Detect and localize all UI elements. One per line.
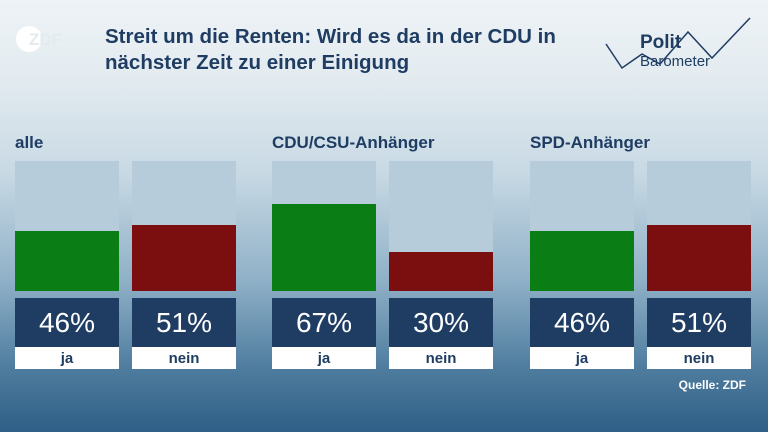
- source-label: Quelle: ZDF: [678, 378, 746, 392]
- bar-nein: [389, 252, 493, 291]
- bar-ja: [272, 204, 376, 291]
- chart-title: Streit um die Renten: Wird es da in der …: [105, 25, 556, 74]
- category-label-nein: nein: [132, 347, 236, 369]
- bar-track-ja: [272, 161, 376, 291]
- group-label: SPD-Anhänger: [530, 133, 650, 152]
- category-label-nein: nein: [389, 347, 493, 369]
- value-label: 30%: [389, 298, 493, 347]
- bar-track-ja: [530, 161, 634, 291]
- bar-track-nein: [389, 161, 493, 291]
- bar-nein: [132, 225, 236, 291]
- bar-track-nein: [647, 161, 751, 291]
- category-label-ja: ja: [272, 347, 376, 369]
- politbarometer-logo: Polit Barometer: [605, 17, 751, 70]
- barometer-text: Barometer: [640, 53, 710, 70]
- bar-nein: [647, 225, 751, 291]
- value-label: 51%: [132, 298, 236, 347]
- bar-track-nein: [132, 161, 236, 291]
- category-label-ja: ja: [15, 347, 119, 369]
- bar-ja: [530, 231, 634, 291]
- group-label: CDU/CSU-Anhänger: [272, 133, 435, 152]
- bar-track-ja: [15, 161, 119, 291]
- category-label-nein: nein: [647, 347, 751, 369]
- polit-text: Polit: [640, 32, 682, 53]
- category-label-ja: ja: [530, 347, 634, 369]
- value-label: 46%: [530, 298, 634, 347]
- zdf-logo-text: ZDF: [29, 30, 62, 49]
- bar-ja: [15, 231, 119, 291]
- zdf-logo: ZDF: [16, 26, 62, 52]
- value-label: 67%: [272, 298, 376, 347]
- value-label: 51%: [647, 298, 751, 347]
- group-label: alle: [15, 133, 44, 152]
- value-label: 46%: [15, 298, 119, 347]
